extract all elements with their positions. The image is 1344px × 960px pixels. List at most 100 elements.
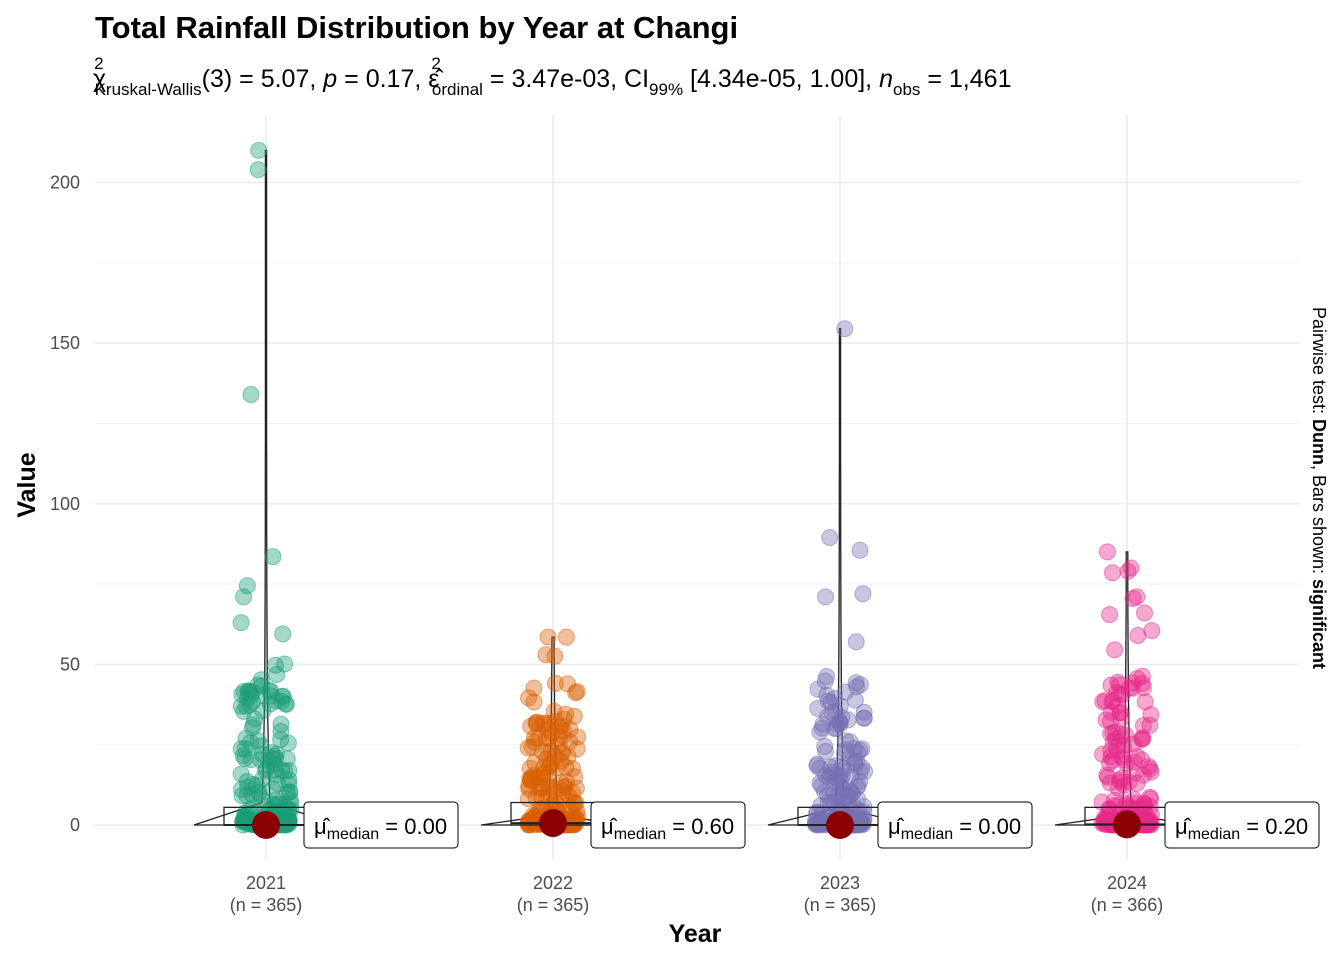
pairwise-caption: Pairwise test: Dunn, Bars shown: signifi… <box>1309 307 1329 669</box>
data-point <box>847 633 865 651</box>
median-point <box>539 809 567 838</box>
data-point <box>1133 675 1151 692</box>
data-point <box>555 722 573 740</box>
data-point <box>237 729 255 747</box>
data-point <box>539 628 557 646</box>
data-point <box>272 715 290 733</box>
data-point <box>827 719 845 737</box>
data-point <box>1140 758 1158 775</box>
data-point <box>818 668 836 685</box>
violin <box>767 328 913 826</box>
chart-subtitle: χ2 Kruskal-Wallis(3) = 5.07, p = 0.17, ε̂… <box>93 54 1011 99</box>
data-point <box>1093 814 1111 832</box>
data-point <box>1133 751 1151 769</box>
data-point <box>269 775 287 793</box>
data-point <box>254 770 272 788</box>
y-tick-label: 50 <box>60 654 80 674</box>
data-point <box>825 785 843 803</box>
effsize-value: 3.47e-03 <box>511 65 610 93</box>
data-point <box>851 541 869 559</box>
data-point <box>556 778 574 795</box>
data-point <box>528 769 546 787</box>
data-point <box>243 683 261 701</box>
x-axis-ticks: 2021(n = 365)2022(n = 365)2023(n = 365)2… <box>230 873 1164 915</box>
data-point <box>520 689 538 707</box>
data-point <box>557 628 575 646</box>
data-point <box>1102 725 1120 743</box>
data-point <box>1113 686 1131 704</box>
violins <box>193 149 1200 826</box>
chi-label: Kruskal-Wallis <box>95 80 202 99</box>
data-point <box>1122 559 1140 577</box>
data-point <box>817 767 835 785</box>
data-point <box>821 529 839 546</box>
data-point <box>236 810 254 828</box>
median-label: μ̂median = 0.00 <box>888 814 1021 843</box>
y-tick-label: 150 <box>50 333 80 353</box>
data-point <box>557 705 575 723</box>
data-point <box>525 679 543 697</box>
data-point <box>1124 590 1142 607</box>
data-point <box>816 738 834 755</box>
data-point <box>840 749 858 767</box>
data-point <box>855 703 873 721</box>
data-point <box>522 717 540 735</box>
data-point <box>274 625 292 643</box>
data-point <box>567 684 585 702</box>
data-point <box>535 759 553 777</box>
data-point <box>855 709 873 727</box>
x-tick-count: (n = 365) <box>230 895 303 915</box>
chi-statistic: 5.07 <box>261 65 310 93</box>
data-point <box>537 646 555 664</box>
data-point <box>1134 717 1152 735</box>
ci-value: [4.34e-05, 1.00] <box>690 65 865 93</box>
median-label: μ̂median = 0.60 <box>601 814 734 843</box>
median-markers <box>252 809 1141 839</box>
data-point <box>235 702 253 720</box>
x-tick-label: 2024 <box>1107 873 1147 893</box>
data-point <box>569 728 587 746</box>
data-point <box>1106 641 1124 659</box>
data-point <box>851 763 869 781</box>
data-point <box>809 680 827 698</box>
median-label-box <box>303 801 459 849</box>
chi-df: (3) <box>202 65 233 93</box>
data-point <box>262 682 280 700</box>
data-point <box>539 720 557 738</box>
data-point <box>264 548 282 566</box>
data-point <box>242 751 260 769</box>
data-point <box>1141 716 1159 734</box>
median-label-box <box>590 801 746 849</box>
n-label: obs <box>893 80 920 99</box>
data-point <box>280 771 298 789</box>
data-point <box>1136 693 1154 711</box>
x-tick-count: (n = 365) <box>517 895 590 915</box>
y-axis-ticks: 0 50 100 150 200 <box>50 173 80 836</box>
data-point <box>252 737 270 755</box>
data-point <box>1134 729 1152 747</box>
data-point <box>559 748 577 766</box>
data-point <box>252 671 270 689</box>
data-point <box>1101 606 1119 624</box>
median-labels: μ̂median = 0.00 μ̂median = 0.60 μ̂median =… <box>303 801 1320 849</box>
data-point <box>533 779 551 797</box>
data-point <box>1104 564 1121 582</box>
data-point <box>1099 768 1116 786</box>
data-point <box>822 758 840 776</box>
data-point <box>272 731 290 749</box>
x-tick-label: 2022 <box>533 873 573 893</box>
data-point <box>817 742 835 760</box>
median-point <box>252 811 280 839</box>
gridlines <box>95 115 1300 860</box>
data-point <box>267 656 284 674</box>
data-point <box>233 685 251 703</box>
x-tick-count: (n = 366) <box>1091 895 1164 915</box>
data-point <box>851 772 869 790</box>
data-point <box>526 754 544 772</box>
data-point <box>242 386 260 403</box>
data-point <box>249 161 267 179</box>
x-axis-title: Year <box>669 920 722 948</box>
median-label: μ̂median = 0.00 <box>314 814 447 843</box>
data-point <box>846 691 864 709</box>
